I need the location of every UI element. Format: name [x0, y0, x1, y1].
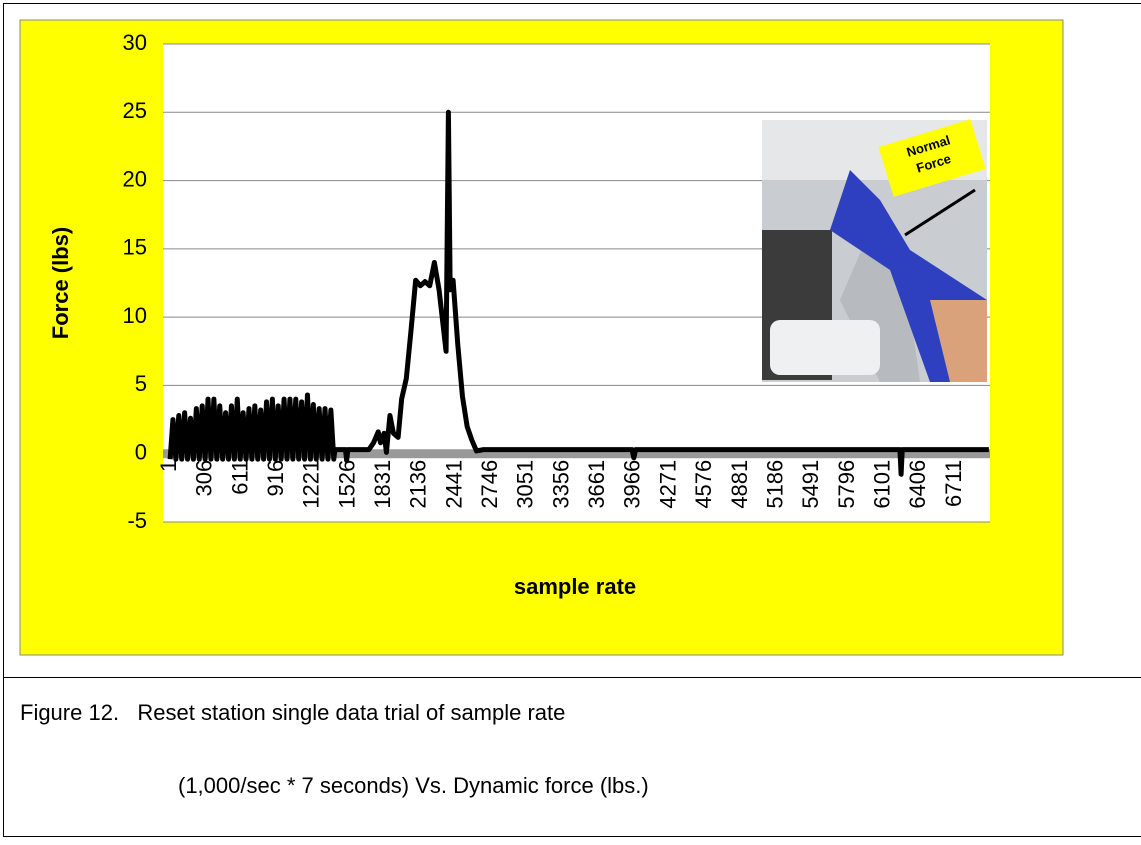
x-tick-label: 6711 [941, 460, 966, 507]
x-tick-label: 611 [227, 460, 252, 495]
x-tick-label: 5796 [834, 460, 859, 509]
caption-line: Figure 12. Reset station single data tri… [20, 700, 565, 725]
x-axis-label: sample rate [514, 574, 636, 599]
y-tick-label: 5 [135, 371, 147, 396]
x-tick-label: 1 [156, 460, 181, 472]
y-tick-label: 10 [123, 303, 147, 328]
inset-photo: NormalForce [762, 119, 987, 382]
x-tick-label: 306 [192, 460, 217, 497]
caption-line: (1,000/sec * 7 seconds) Vs. Dynamic forc… [178, 773, 649, 798]
x-tick-label: 916 [263, 460, 288, 497]
x-tick-label: 1221 [299, 460, 324, 509]
x-tick-label: 4576 [691, 460, 716, 509]
y-tick-label: 15 [123, 235, 147, 260]
x-tick-label: 1526 [334, 460, 359, 509]
x-tick-label: 1831 [370, 460, 395, 509]
x-tick-label: 4881 [727, 460, 752, 509]
y-tick-label: 25 [123, 98, 147, 123]
x-tick-label: 5186 [762, 460, 787, 509]
y-tick-label: 30 [123, 30, 147, 55]
x-tick-label: 3356 [548, 460, 573, 509]
x-tick-label: 3966 [620, 460, 645, 509]
x-tick-label: 3661 [584, 460, 609, 509]
x-tick-label: 6406 [905, 460, 930, 509]
y-axis-label: Force (lbs) [48, 227, 73, 339]
x-tick-label: 4271 [655, 460, 680, 509]
y-tick-label: 20 [123, 166, 147, 191]
y-tick-label: -5 [127, 508, 147, 533]
x-tick-label: 5491 [798, 460, 823, 509]
x-tick-label: 6101 [869, 460, 894, 509]
y-tick-label: 0 [135, 440, 147, 465]
photo-base [770, 320, 880, 375]
x-tick-label: 2136 [406, 460, 431, 509]
x-tick-label: 2746 [477, 460, 502, 509]
x-tick-label: 3051 [513, 460, 538, 509]
x-tick-label: 2441 [441, 460, 466, 509]
